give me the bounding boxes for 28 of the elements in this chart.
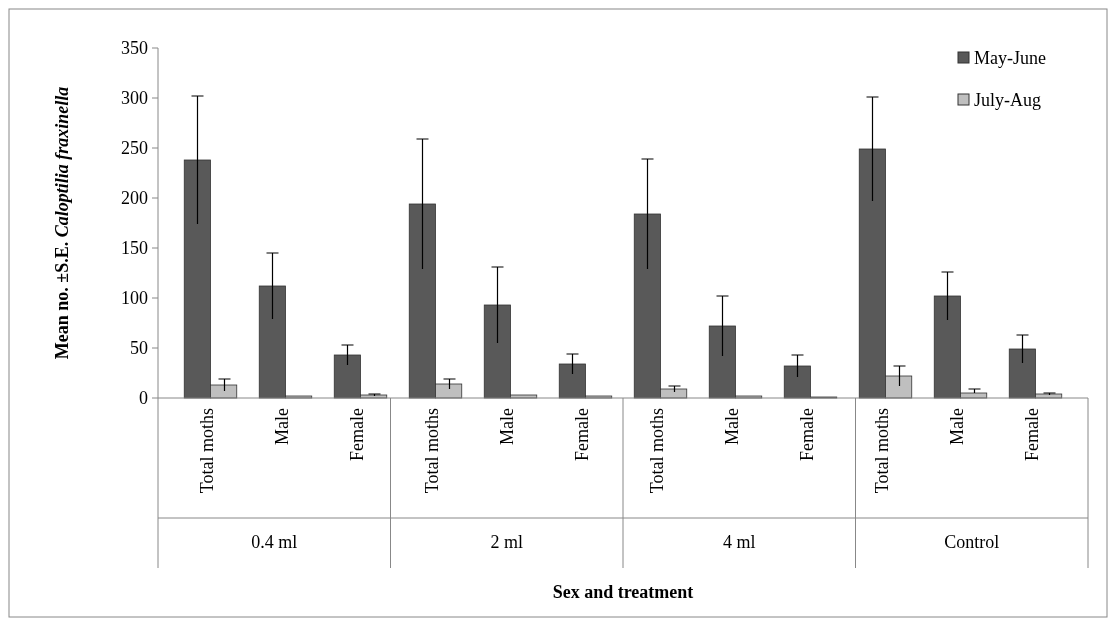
text: 0.4 ml (251, 532, 298, 552)
x-axis-title: Sex and treatment (552, 582, 694, 602)
y-tick-label: 50 (130, 338, 148, 359)
x-tick-label: Total moths (871, 408, 892, 494)
y-tick-label: 350 (121, 38, 148, 59)
x-tick-label: Female (346, 407, 367, 461)
y-tick-label: 100 (121, 288, 148, 309)
y-tick-label: 300 (121, 88, 148, 109)
x-tick-label: Male (721, 407, 742, 445)
y-axis-title: Mean no. ±S.E. Caloptilia fraxinella (52, 86, 72, 360)
y-tick-label: 150 (121, 238, 148, 259)
x-tick-label: Male (946, 407, 967, 445)
x-tick-label: Total moths (196, 408, 217, 494)
legend-label: May-June (974, 48, 1046, 69)
x-tick-label: Female (571, 407, 592, 461)
text: 2 ml (490, 532, 524, 552)
y-tick-label: 0 (139, 388, 148, 409)
x-tick-label: Female (1021, 407, 1042, 461)
legend-label: July-Aug (974, 90, 1041, 111)
x-tick-label: Total moths (646, 408, 667, 494)
x-tick-label: Male (496, 407, 517, 445)
x-tick-label: Total moths (421, 408, 442, 494)
y-tick-label: 200 (121, 188, 148, 209)
x-tick-label: Male (271, 407, 292, 445)
text: Control (944, 532, 1000, 552)
y-tick-label: 250 (121, 138, 148, 159)
text: 4 ml (722, 532, 756, 552)
x-tick-label: Female (796, 407, 817, 461)
